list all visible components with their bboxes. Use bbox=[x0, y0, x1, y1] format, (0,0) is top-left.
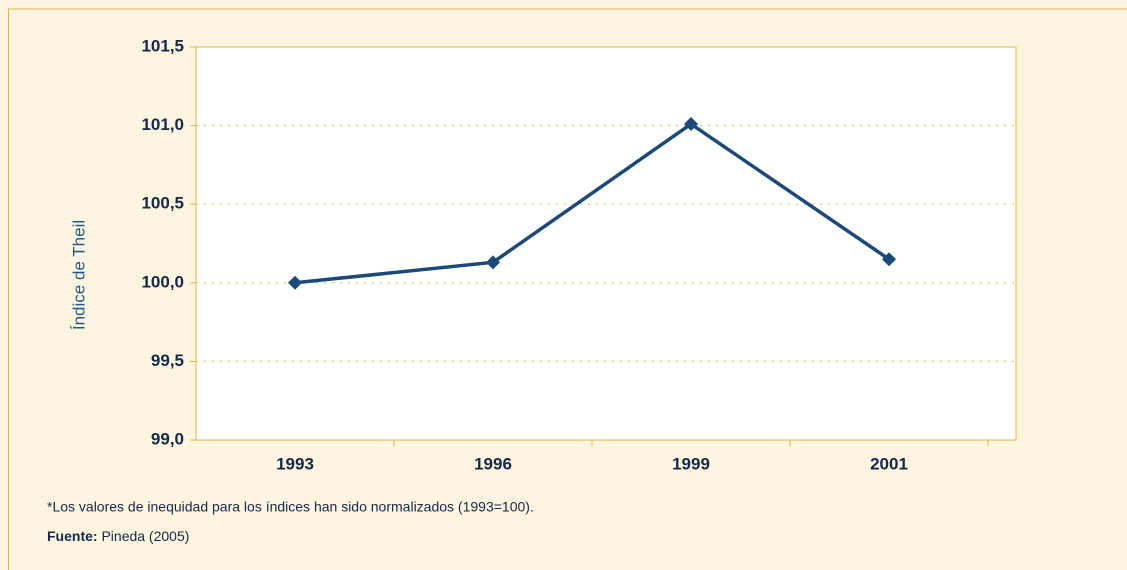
x-tick-label: 1999 bbox=[672, 454, 710, 473]
marker bbox=[288, 275, 302, 290]
marker bbox=[684, 117, 698, 132]
footnote: *Los valores de inequidad para los índic… bbox=[47, 499, 534, 515]
source-text: Pineda (2005) bbox=[101, 528, 189, 544]
y-tick-label: 99,5 bbox=[151, 351, 184, 370]
y-tick-label: 100,5 bbox=[141, 194, 184, 213]
marker bbox=[882, 252, 896, 267]
y-axis-label: Índice de Theil bbox=[69, 220, 88, 330]
source-label: Fuente: bbox=[47, 528, 98, 544]
x-tick-label: 2001 bbox=[870, 454, 908, 473]
x-tick-label: 1996 bbox=[474, 454, 512, 473]
y-tick-label: 99,0 bbox=[151, 429, 184, 448]
plot-area bbox=[195, 46, 1017, 441]
marker bbox=[486, 255, 500, 270]
y-tick-label: 101,5 bbox=[141, 36, 184, 55]
y-tick-label: 100,0 bbox=[141, 272, 184, 291]
line bbox=[294, 121, 890, 285]
y-tick-label: 101,0 bbox=[141, 115, 184, 134]
source: Fuente: Pineda (2005) bbox=[47, 528, 189, 544]
x-tick-label: 1993 bbox=[276, 454, 314, 473]
